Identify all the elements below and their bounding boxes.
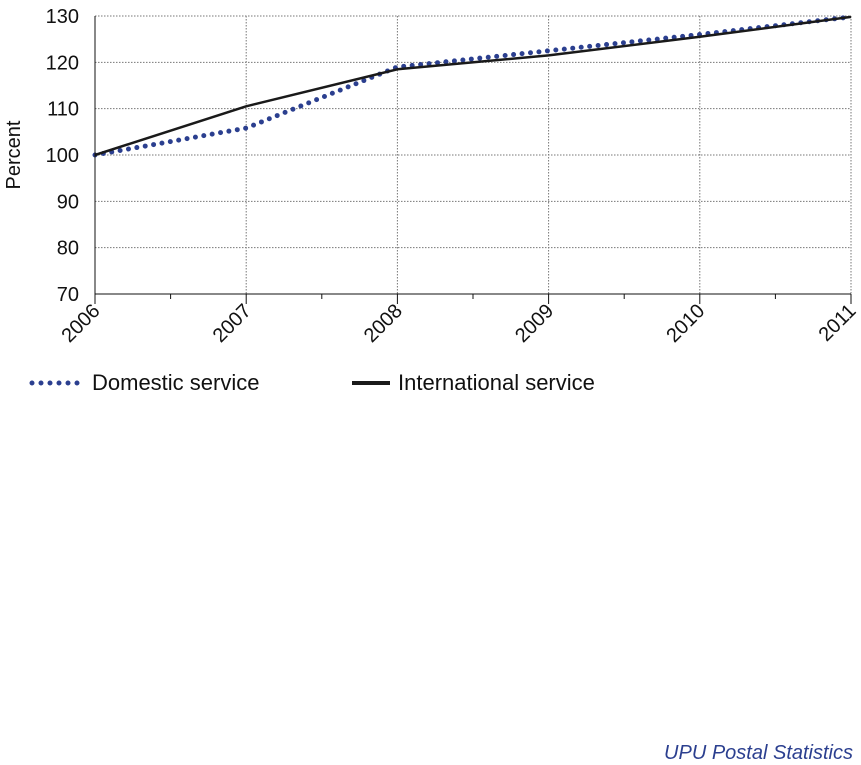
series-line-international xyxy=(95,17,851,155)
x-tick-label: 2006 xyxy=(58,300,105,347)
y-tick-label: 120 xyxy=(46,52,79,74)
source-note: UPU Postal Statistics xyxy=(664,742,853,765)
y-tick-label: 90 xyxy=(57,191,79,213)
x-tick-label: 2009 xyxy=(511,300,558,347)
x-tick-label: 2008 xyxy=(360,300,407,347)
y-tick-label: 80 xyxy=(57,238,79,260)
legend-label-domestic: Domestic service xyxy=(92,370,259,396)
x-tick-label: 2007 xyxy=(209,300,256,347)
legend-item-international: International service xyxy=(352,370,595,396)
chart-container: 70 80 90 100 110 120 130 2006 2007 2008 2009 2010 20… xyxy=(0,0,861,407)
y-tick-label: 110 xyxy=(47,99,79,121)
y-tick-label: 70 xyxy=(57,284,79,306)
y-axis-title: Percent xyxy=(3,120,25,189)
x-tick-label: 2010 xyxy=(662,300,709,347)
legend: Domestic service International service U… xyxy=(0,370,861,400)
y-tick-label: 130 xyxy=(46,6,79,28)
legend-swatch-solid xyxy=(352,377,392,389)
series-line-domestic xyxy=(95,17,851,155)
axes: 70 80 90 100 110 120 130 2006 2007 2008 2009 2010 20… xyxy=(46,6,861,347)
series-layer xyxy=(95,17,851,155)
y-tick-label: 100 xyxy=(46,145,79,167)
legend-label-international: International service xyxy=(398,370,595,396)
line-chart: 70 80 90 100 110 120 130 2006 2007 2008 2009 2010 20… xyxy=(0,0,861,370)
legend-item-domestic: Domestic service xyxy=(28,370,259,396)
legend-swatch-dotted xyxy=(28,377,86,389)
x-tick-label: 2011 xyxy=(815,300,861,346)
